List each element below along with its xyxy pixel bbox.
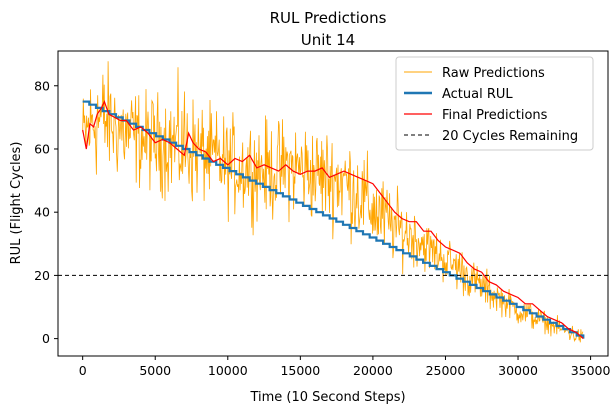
legend-label-actual-rul: Actual RUL <box>442 87 513 102</box>
series-final-predictions <box>82 99 584 340</box>
chart-subtitle: Unit 14 <box>301 31 355 49</box>
y-tick-label: 80 <box>34 78 50 93</box>
legend-label-final-predictions: Final Predictions <box>442 108 548 123</box>
y-axis-label: RUL (Flight Cycles) <box>9 142 24 265</box>
legend-label-raw-predictions: Raw Predictions <box>442 66 545 81</box>
x-tick-label: 10000 <box>208 363 248 378</box>
series-actual-rul <box>82 100 585 339</box>
y-tick-label: 0 <box>42 331 50 346</box>
y-tick-label: 20 <box>34 268 50 283</box>
y-tick-label: 40 <box>34 205 50 220</box>
x-axis: 0 5000 10000 15000 20000 25000 30000 35000 <box>79 356 611 378</box>
y-tick-label: 60 <box>34 141 50 156</box>
x-tick-label: 35000 <box>571 363 611 378</box>
x-tick-label: 0 <box>79 363 87 378</box>
legend-box <box>395 56 594 151</box>
y-axis: 0 20 40 60 80 <box>34 78 58 346</box>
x-tick-label: 25000 <box>426 363 466 378</box>
plot-frame <box>57 50 609 357</box>
x-tick-label: 15000 <box>280 363 320 378</box>
x-tick-label: 30000 <box>498 363 538 378</box>
x-tick-label: 20000 <box>353 363 393 378</box>
x-tick-label: 5000 <box>139 363 171 378</box>
legend: Raw Predictions Actual RUL Final Predict… <box>395 56 594 151</box>
x-axis-label: Time (10 Second Steps) <box>249 390 405 405</box>
plot-area <box>58 61 608 343</box>
legend-label-threshold: 20 Cycles Remaining <box>442 129 578 144</box>
chart-title: RUL Predictions <box>270 9 387 27</box>
